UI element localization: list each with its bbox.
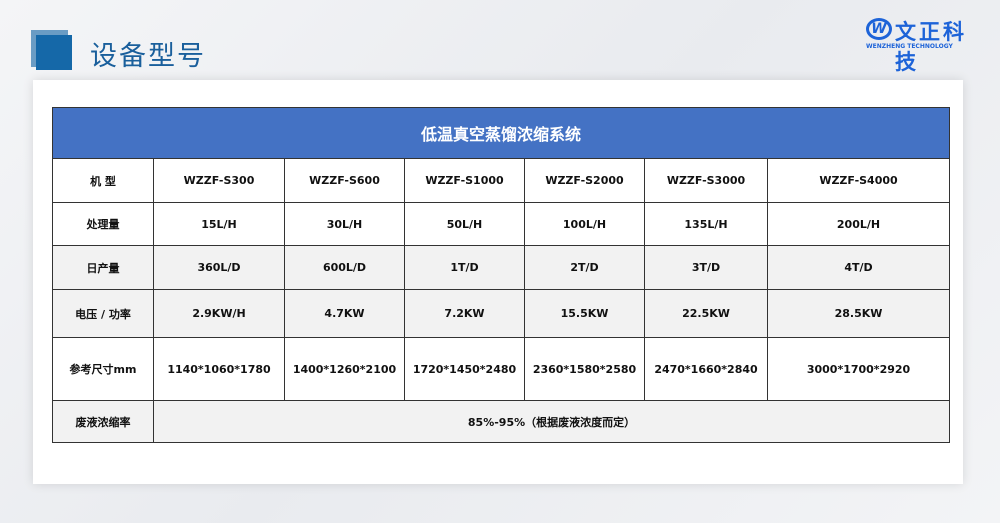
table-cell: WZZF-S1000 <box>404 158 525 203</box>
table-title: 低温真空蒸馏浓缩系统 <box>51 107 951 159</box>
table-cell: 3000*1700*2920 <box>766 337 951 401</box>
row-label: 日产量 <box>52 245 154 290</box>
table-cell: 28.5KW <box>766 289 951 338</box>
table-row: 日产量 360L/D 600L/D 1T/D 2T/D 3T/D 4T/D <box>52 245 951 290</box>
table-cell: 2.9KW/H <box>153 289 285 338</box>
row-label: 参考尺寸mm <box>52 337 154 401</box>
logo-name-en: WENZHENG TECHNOLOGY <box>866 43 953 50</box>
row-label: 处理量 <box>52 202 154 246</box>
page-title: 设备型号 <box>90 41 206 72</box>
company-logo: W 文正科技 WENZHENG TECHNOLOGY <box>866 16 986 74</box>
table-cell: 2360*1580*2580 <box>524 337 645 401</box>
table-cell: 22.5KW <box>644 289 768 338</box>
table-cell: 15.5KW <box>524 289 645 338</box>
table-cell: 360L/D <box>153 245 285 290</box>
table-row: 处理量 15L/H 30L/H 50L/H 100L/H 135L/H 200L/H <box>52 202 951 246</box>
table-row: 参考尺寸mm 1140*1060*1780 1400*1260*2100 1720*1… <box>52 337 951 401</box>
logo-icon: W <box>866 18 892 40</box>
table-cell: WZZF-S300 <box>153 158 285 203</box>
table-cell: 600L/D <box>284 245 405 290</box>
table-cell: 15L/H <box>153 202 285 246</box>
table-cell: 1720*1450*2480 <box>404 337 525 401</box>
table-cell: 7.2KW <box>404 289 525 338</box>
table-cell: 200L/H <box>766 202 951 246</box>
table-cell: 4.7KW <box>284 289 405 338</box>
title-decoration-front <box>36 35 72 70</box>
table-cell: 1140*1060*1780 <box>153 337 285 401</box>
table-cell: WZZF-S3000 <box>644 158 768 203</box>
table-cell: 135L/H <box>644 202 768 246</box>
table-cell: 100L/H <box>524 202 645 246</box>
table-cell: 1400*1260*2100 <box>284 337 405 401</box>
table-cell: 1T/D <box>404 245 525 290</box>
table-row: 机 型 WZZF-S300 WZZF-S600 WZZF-S1000 WZZF-S200… <box>52 158 951 203</box>
table-cell: 30L/H <box>284 202 405 246</box>
table-cell: WZZF-S600 <box>284 158 405 203</box>
table-cell: 2470*1660*2840 <box>644 337 768 401</box>
table-row: 电压 / 功率 2.9KW/H 4.7KW 7.2KW 15.5KW 22.5KW 28.5… <box>52 289 951 338</box>
row-label: 机 型 <box>52 158 154 203</box>
table-cell: WZZF-S2000 <box>524 158 645 203</box>
row-label: 电压 / 功率 <box>52 289 154 338</box>
row-label: 废液浓缩率 <box>52 400 154 443</box>
table-cell: WZZF-S4000 <box>766 158 951 203</box>
spec-table: 低温真空蒸馏浓缩系统 机 型 WZZF-S300 WZZF-S600 WZZF-S10… <box>51 107 951 443</box>
table-cell: 3T/D <box>644 245 768 290</box>
table-cell: 50L/H <box>404 202 525 246</box>
logo-name-cn: 文正科技 <box>895 20 967 74</box>
table-cell: 2T/D <box>524 245 645 290</box>
concentration-value: 85%-95%（根据废液浓度而定） <box>152 400 951 443</box>
table-cell: 4T/D <box>766 245 951 290</box>
